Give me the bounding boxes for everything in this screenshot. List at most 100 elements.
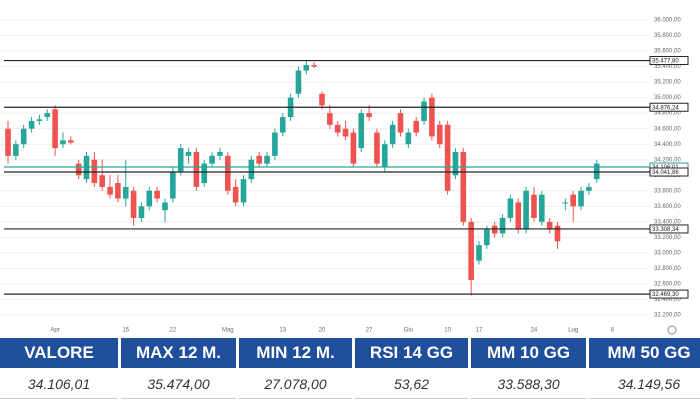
x-tick-label: Apr <box>50 328 59 334</box>
candle-body <box>279 117 286 133</box>
levels: 34.106,0135.477,8034.876,2434.041,8633.3… <box>4 56 689 299</box>
grid: 36.000,00 35.800,00 35.600,00 35.400,00 35.2… <box>0 18 681 319</box>
candle-body <box>366 113 372 118</box>
level-label: 34.041,86 <box>652 170 679 176</box>
candle-body <box>36 119 43 121</box>
y-tick-label: 35.200,00 <box>654 80 681 86</box>
candle-body <box>578 190 584 207</box>
candle-body <box>130 190 137 218</box>
candle-body <box>68 140 74 143</box>
y-tick-label: 33.600,00 <box>654 204 681 210</box>
table-value: 53,62 <box>355 370 468 399</box>
candle-body <box>146 190 153 207</box>
candle-body <box>264 155 270 164</box>
x-tick-label: Mag <box>222 328 234 334</box>
table-header: MAX 12 M. <box>121 338 236 368</box>
candle-body <box>177 148 184 172</box>
table-value: 34.106,01 <box>0 370 118 399</box>
candle-body <box>507 198 514 218</box>
candle-body <box>5 128 11 156</box>
candle-body <box>452 151 459 176</box>
table-header: MM 50 GG <box>589 338 700 368</box>
candle-body <box>162 202 168 211</box>
candle-body <box>272 132 278 156</box>
candle-body <box>546 221 553 230</box>
candle-body <box>413 120 419 133</box>
x-tick-label: 10 <box>444 328 451 334</box>
candle-body <box>531 194 537 218</box>
candle-body <box>295 70 302 94</box>
candle-body <box>170 171 176 199</box>
x-tick-label: 27 <box>366 328 373 334</box>
candle-body <box>554 225 561 242</box>
candle-body <box>405 132 412 145</box>
candle-body <box>13 144 19 156</box>
table-header: RSI 14 GG <box>355 338 468 368</box>
candle-body <box>122 186 129 199</box>
candle-body <box>374 132 380 164</box>
candle-body <box>209 155 215 164</box>
y-tick-label: 32.800,00 <box>654 266 681 272</box>
level-label: 35.477,80 <box>652 59 679 65</box>
y-tick-label: 32.200,00 <box>654 313 681 319</box>
x-tick-label: 24 <box>531 328 538 334</box>
candle-body <box>334 124 341 133</box>
candle-body <box>484 229 490 246</box>
y-tick-label: 34.600,00 <box>654 126 681 132</box>
candle-body <box>570 194 576 207</box>
candle-body <box>115 183 121 199</box>
candle-body <box>523 190 529 230</box>
chart: 36.000,00 35.800,00 35.600,00 35.400,00 35.2… <box>0 18 689 335</box>
stats-table: VALORE MAX 12 M. MIN 12 M. RSI 14 GG MM 10 G… <box>0 338 700 400</box>
x-tick-label: 8 <box>611 328 615 334</box>
candle-body <box>28 120 35 129</box>
candle-body <box>217 151 223 156</box>
candle-body <box>240 179 247 203</box>
x-tick-label: 20 <box>319 328 326 334</box>
y-tick-label: 34.200,00 <box>654 157 681 163</box>
y-tick-label: 33.400,00 <box>654 219 681 225</box>
table-header: MIN 12 M. <box>239 338 352 368</box>
candle-body <box>201 163 208 184</box>
candle-body <box>444 124 451 191</box>
candle-body <box>225 155 231 191</box>
candle-body <box>107 186 113 195</box>
y-tick-label: 33.800,00 <box>654 188 681 194</box>
candle-body <box>539 194 545 222</box>
candle-body <box>499 217 506 234</box>
x-tick-label: 17 <box>476 328 483 334</box>
candle-body <box>586 186 592 191</box>
table-value: 27.078,00 <box>239 370 352 399</box>
y-tick-label: 35.400,00 <box>654 64 681 70</box>
candle-body <box>154 190 160 199</box>
settings-icon[interactable] <box>667 325 677 335</box>
candle-body <box>436 124 443 145</box>
x-tick-label: Lug <box>568 328 578 334</box>
y-tick-label: 34.400,00 <box>654 142 681 148</box>
candle-body <box>358 113 365 149</box>
candle-body <box>342 128 349 137</box>
candle-body <box>593 163 600 180</box>
x-tick-label: 15 <box>122 328 129 334</box>
candle-body <box>185 151 192 156</box>
level-label-box <box>649 224 689 234</box>
y-tick-label: 34.800,00 <box>654 111 681 117</box>
candle-body <box>476 245 482 261</box>
table-value: 34.149,56 <box>589 370 700 399</box>
candle-body <box>311 65 317 67</box>
candle-body <box>75 163 82 176</box>
y-tick-label: 35.600,00 <box>654 49 681 55</box>
y-tick-label: 35.800,00 <box>654 33 681 39</box>
level-label: 32.469,30 <box>652 292 679 298</box>
candle-body <box>350 132 357 164</box>
candle-body <box>491 225 498 234</box>
candle-body <box>91 159 98 184</box>
x-tick-label: 22 <box>170 328 177 334</box>
table-header: VALORE <box>0 338 118 368</box>
level-label-box <box>649 167 689 177</box>
candle-body <box>319 93 325 106</box>
x-tick-label: 13 <box>279 328 286 334</box>
x-tick-label: Giu <box>404 328 413 334</box>
y-tick-label: 36.000,00 <box>654 18 681 24</box>
candle-body <box>429 97 435 137</box>
